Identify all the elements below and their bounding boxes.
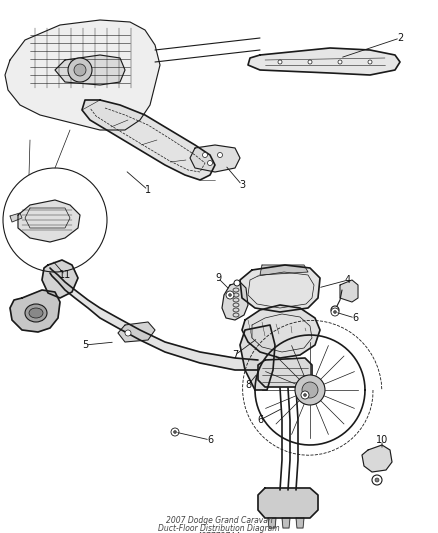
Text: 6: 6 bbox=[207, 435, 213, 445]
Circle shape bbox=[218, 152, 223, 157]
Text: 6: 6 bbox=[352, 313, 358, 323]
Text: 4: 4 bbox=[345, 275, 351, 285]
Circle shape bbox=[74, 64, 86, 76]
Circle shape bbox=[234, 280, 240, 286]
Circle shape bbox=[302, 382, 318, 398]
Circle shape bbox=[278, 60, 282, 64]
Text: 5: 5 bbox=[82, 340, 88, 350]
Text: 1: 1 bbox=[145, 185, 151, 195]
Polygon shape bbox=[42, 260, 78, 298]
Text: 4677727AA: 4677727AA bbox=[197, 532, 241, 533]
Circle shape bbox=[202, 152, 208, 157]
Polygon shape bbox=[248, 48, 400, 75]
Circle shape bbox=[331, 308, 339, 316]
Polygon shape bbox=[222, 282, 248, 320]
Circle shape bbox=[331, 306, 339, 314]
Polygon shape bbox=[296, 518, 304, 528]
Circle shape bbox=[171, 428, 179, 436]
Circle shape bbox=[301, 391, 309, 399]
Polygon shape bbox=[240, 265, 320, 312]
Polygon shape bbox=[282, 518, 290, 528]
Polygon shape bbox=[118, 322, 155, 342]
Text: 11: 11 bbox=[59, 270, 71, 280]
Circle shape bbox=[368, 60, 372, 64]
Text: 2: 2 bbox=[397, 33, 403, 43]
Polygon shape bbox=[260, 265, 308, 275]
Polygon shape bbox=[82, 100, 215, 180]
Polygon shape bbox=[10, 213, 22, 222]
Text: Duct-Floor Distribution Diagram: Duct-Floor Distribution Diagram bbox=[158, 524, 280, 533]
Circle shape bbox=[372, 475, 382, 485]
Ellipse shape bbox=[29, 308, 43, 318]
Text: 3: 3 bbox=[239, 180, 245, 190]
Text: 8: 8 bbox=[245, 380, 251, 390]
Polygon shape bbox=[258, 358, 312, 387]
Text: 10: 10 bbox=[376, 435, 388, 445]
Polygon shape bbox=[10, 290, 60, 332]
Circle shape bbox=[173, 431, 177, 433]
Circle shape bbox=[375, 478, 379, 482]
Polygon shape bbox=[240, 325, 275, 390]
Polygon shape bbox=[55, 55, 125, 85]
Circle shape bbox=[333, 311, 336, 313]
Polygon shape bbox=[242, 305, 320, 358]
Circle shape bbox=[304, 393, 307, 397]
Text: 9: 9 bbox=[215, 273, 221, 283]
Circle shape bbox=[226, 291, 234, 299]
Polygon shape bbox=[258, 488, 318, 518]
Circle shape bbox=[68, 58, 92, 82]
Circle shape bbox=[308, 60, 312, 64]
Text: 7: 7 bbox=[232, 350, 238, 360]
Text: 2007 Dodge Grand Caravan: 2007 Dodge Grand Caravan bbox=[166, 516, 272, 525]
Polygon shape bbox=[190, 145, 240, 172]
Ellipse shape bbox=[25, 304, 47, 322]
Polygon shape bbox=[18, 200, 80, 242]
Circle shape bbox=[338, 60, 342, 64]
Circle shape bbox=[208, 160, 212, 166]
Polygon shape bbox=[340, 280, 358, 302]
Circle shape bbox=[125, 330, 131, 336]
Circle shape bbox=[295, 375, 325, 405]
Polygon shape bbox=[362, 445, 392, 472]
Text: 6: 6 bbox=[257, 415, 263, 425]
Polygon shape bbox=[5, 20, 160, 130]
Circle shape bbox=[229, 294, 232, 296]
Polygon shape bbox=[268, 518, 276, 528]
Polygon shape bbox=[50, 268, 258, 370]
